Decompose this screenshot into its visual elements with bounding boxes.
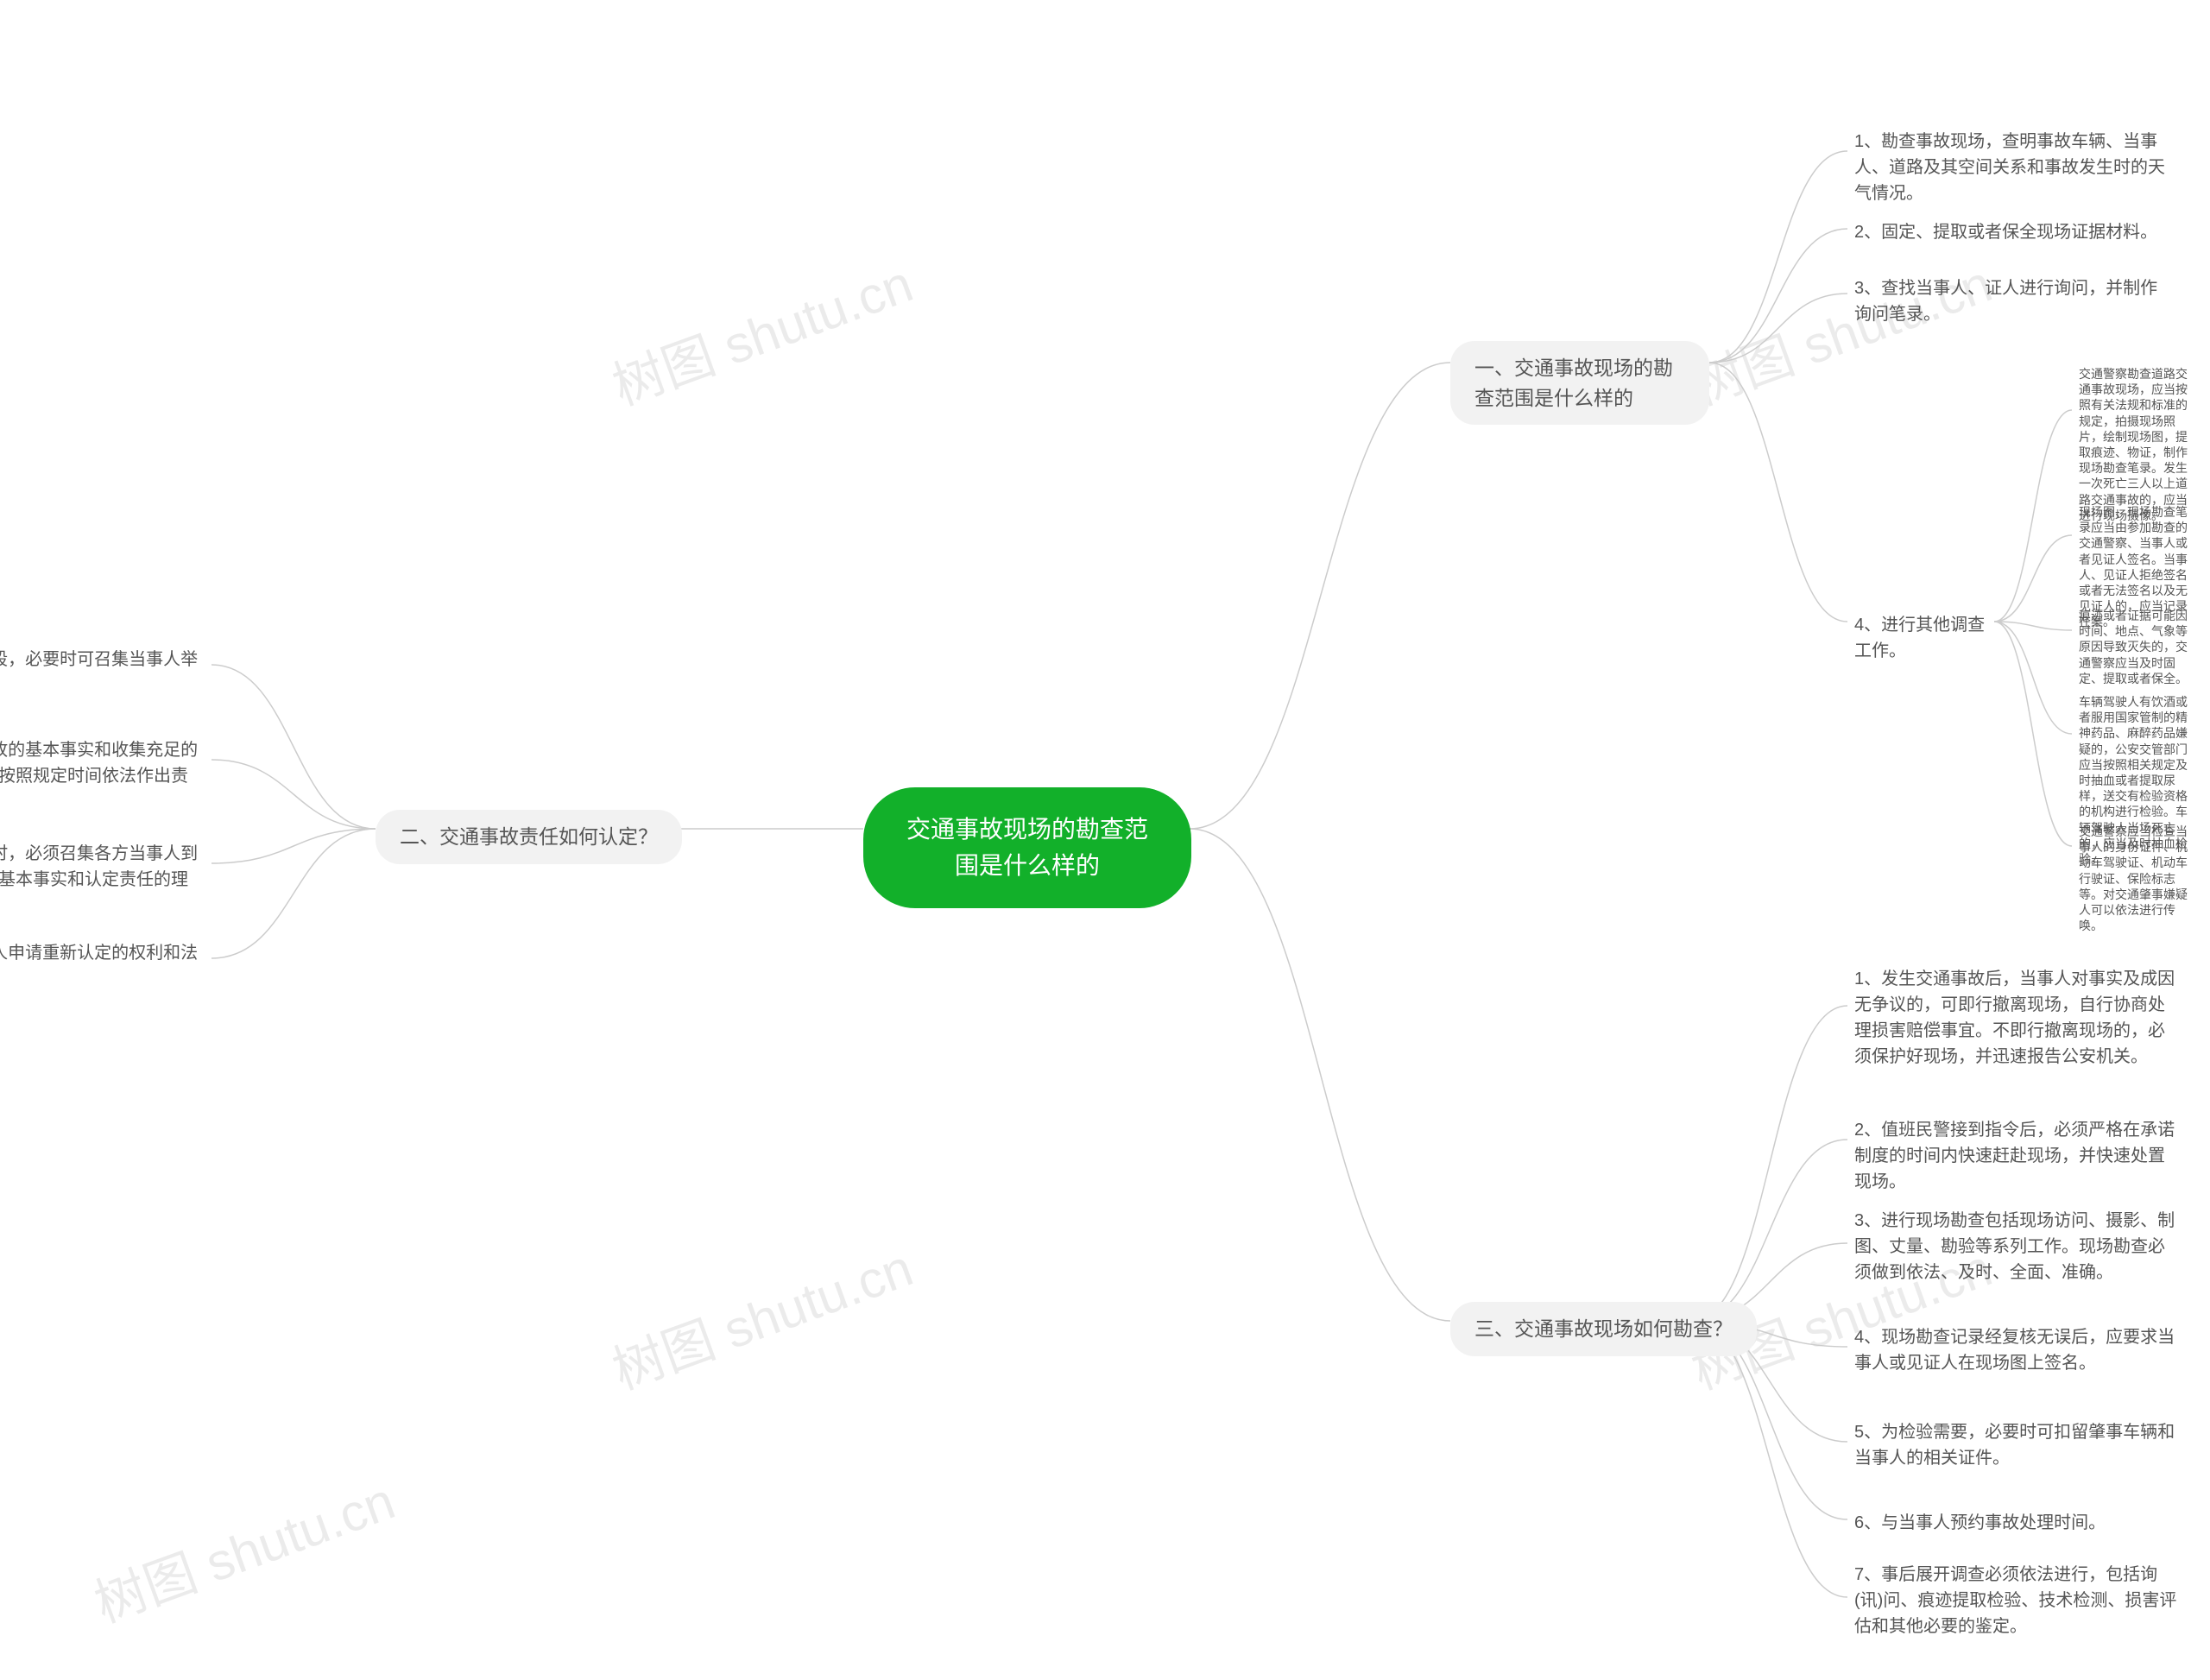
watermark: 树图 shutu.cn — [1680, 242, 2000, 420]
branch1-item4-sub3: 痕迹或者证据可能因时间、地点、气象等原因导致灭失的，交通警察应当及时固定、提取或… — [2072, 604, 2201, 690]
branch-1: 一、交通事故现场的勘查范围是什么样的 — [1450, 341, 1709, 425]
watermark: 树图 shutu.cn — [83, 1459, 403, 1637]
branch3-item4: 4、现场勘查记录经复核无误后，应要求当事人或见证人在现场图上签名。 — [1847, 1321, 2184, 1380]
root-node: 交通事故现场的勘查范围是什么样的 — [863, 787, 1191, 908]
watermark: 树图 shutu.cn — [601, 242, 921, 420]
branch1-item4-sub5: 交通警察应当检查当事人的身份证件、机动车驾驶证、机动车行驶证、保险标志等。对交通… — [2072, 820, 2201, 937]
branch3-item6: 6、与当事人预约事故处理时间。 — [1847, 1506, 2184, 1539]
branch-2: 二、交通事故责任如何认定？ — [376, 810, 682, 864]
branch2-item2: 2、在查明事故的基本事实和收集充足的证据后，严格按照规定时间依法作出责任认定。 — [0, 734, 212, 818]
branch-3: 三、交通事故现场如何勘查？ — [1450, 1302, 1757, 1356]
branch1-item4: 4、进行其他调查工作。 — [1847, 609, 2003, 667]
branch1-item1: 1、勘查事故现场，查明事故车辆、当事人、道路及其空间关系和事故发生时的天气情况。 — [1847, 125, 2175, 210]
branch3-item2: 2、值班民警接到指令后，必须严格在承诺制度的时间内快速赶赴现场，并快速处置现场。 — [1847, 1114, 2184, 1198]
branch2-item1: 1、在调查阶段，必要时可召集当事人举行听证。 — [0, 643, 212, 702]
branch1-item2: 2、固定、提取或者保全现场证据材料。 — [1847, 216, 2175, 249]
branch1-item3: 3、查找当事人、证人进行询问，并制作询问笔录。 — [1847, 272, 2175, 331]
branch3-item7: 7、事后展开调查必须依法进行，包括询(讯)问、痕迹提取检验、技术检测、损害评估和… — [1847, 1558, 2184, 1643]
branch3-item1: 1、发生交通事故后，当事人对事实及成因无争议的，可即行撤离现场，自行协商处理损害… — [1847, 963, 2184, 1073]
branch2-item3: 3、公布责任时，必须召集各方当事人到席讲清事故的基本事实和认定责任的理由与依据。 — [0, 837, 212, 922]
watermark: 树图 shutu.cn — [601, 1226, 921, 1404]
branch2-item4: 4、告知当事人申请重新认定的权利和法律时效。 — [0, 937, 212, 995]
branch3-item3: 3、进行现场勘查包括现场访问、摄影、制图、丈量、勘验等系列工作。现场勘查必须做到… — [1847, 1204, 2184, 1289]
branch3-item5: 5、为检验需要，必要时可扣留肇事车辆和当事人的相关证件。 — [1847, 1416, 2184, 1475]
